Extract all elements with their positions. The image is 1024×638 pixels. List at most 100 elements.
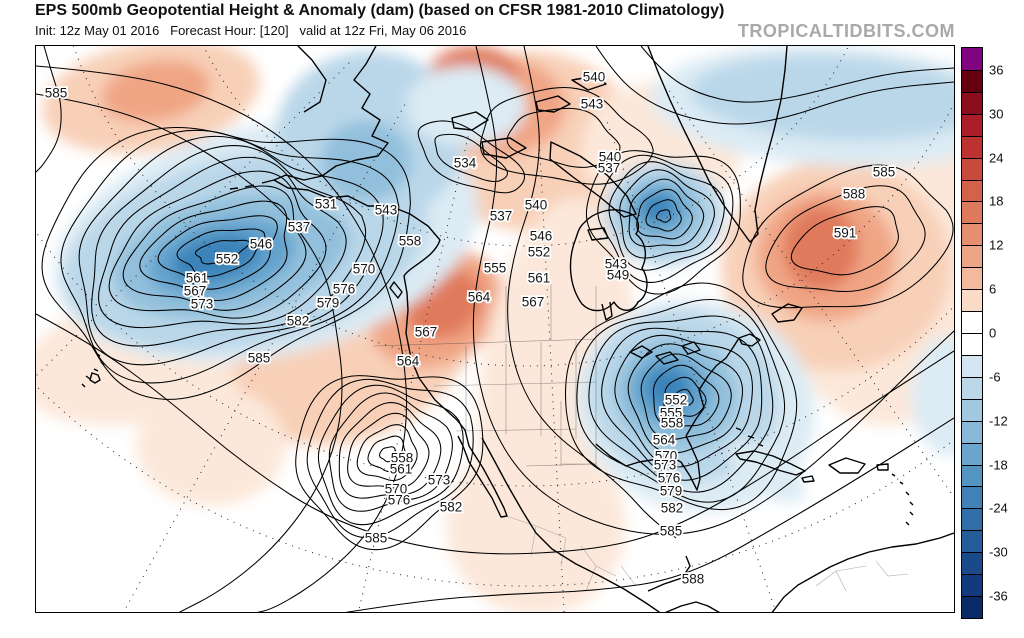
contour-label: 570 — [353, 262, 376, 277]
contour-label: 558 — [399, 234, 422, 249]
colorbar-cell — [962, 420, 982, 443]
contour-labels: 5855315375465525615675735705765795825855… — [43, 68, 897, 589]
init-forecast-line: Init: 12z May 01 2016 Forecast Hour: [12… — [35, 23, 467, 38]
colorbar-cell — [962, 289, 982, 312]
colorbar-tick-label: -36 — [989, 588, 1008, 604]
contour-label: 582 — [287, 314, 310, 329]
contour-label: 576 — [333, 282, 356, 297]
positive-anomaly-blob — [136, 386, 286, 506]
positive-anomaly-blob — [446, 436, 626, 612]
colorbar-tick-label: -24 — [989, 500, 1008, 516]
contour-label: 552 — [216, 252, 239, 267]
contour-label: 555 — [484, 261, 507, 276]
colorbar-tick-label: 6 — [989, 281, 997, 297]
height-contours — [36, 46, 954, 612]
colorbar-cell — [962, 332, 982, 355]
contour-label: 540 — [525, 198, 548, 213]
contour-label: 537 — [598, 161, 621, 176]
contour-label: 573 — [428, 473, 451, 488]
contour-label: 564 — [397, 354, 420, 369]
contour-label: 537 — [288, 220, 311, 235]
watermark: TROPICALTIDBITS.COM — [737, 21, 955, 41]
colorbar-cell — [962, 552, 982, 575]
contour-label: 546 — [530, 229, 553, 244]
contour-label: 540 — [583, 70, 606, 85]
contour-label: 561 — [390, 462, 413, 477]
contour-label: 564 — [468, 290, 491, 305]
positive-anomaly-blob — [783, 206, 859, 290]
colorbar-cell — [962, 530, 982, 553]
colorbar-tick-label: -12 — [989, 413, 1008, 429]
contour-label: 552 — [665, 393, 688, 408]
contour-label: 564 — [653, 433, 676, 448]
negative-anomaly-blob — [642, 194, 674, 222]
contour-label: 576 — [388, 493, 411, 508]
colorbar — [961, 47, 983, 619]
coastlines — [81, 46, 954, 612]
graticule — [36, 46, 954, 612]
contour-label: 561 — [528, 271, 551, 286]
colorbar-cell — [962, 245, 982, 268]
contour-label: 570 — [385, 482, 408, 497]
contour-label: 567 — [184, 284, 207, 299]
contour-label: 573 — [191, 297, 214, 312]
contour-label: 558 — [391, 451, 414, 466]
colorbar-cell — [962, 69, 982, 92]
colorbar-cell — [962, 311, 982, 333]
negative-anomaly-blob — [911, 336, 954, 456]
colorbar-cell — [962, 113, 982, 136]
contour-label: 546 — [250, 237, 273, 252]
colorbar-tick-label: 24 — [989, 150, 1004, 166]
colorbar-cell — [962, 223, 982, 246]
colorbar-tick-label: 0 — [989, 325, 997, 341]
negative-anomaly-blob — [691, 55, 954, 141]
colorbar-cell — [962, 48, 982, 70]
contour-label: 579 — [317, 296, 340, 311]
contour-label: 555 — [660, 406, 683, 421]
contour-label: 582 — [440, 500, 463, 515]
colorbar-tick-label: -18 — [989, 457, 1008, 473]
colorbar-tick-label: -30 — [989, 544, 1008, 560]
contour-label: 585 — [873, 165, 896, 180]
colorbar-cell — [962, 135, 982, 158]
contour-label: 567 — [522, 295, 545, 310]
colorbar-tick-label: 12 — [989, 237, 1004, 253]
colorbar-cell — [962, 442, 982, 465]
contour-label: 549 — [607, 268, 630, 283]
contour-label: 570 — [655, 449, 678, 464]
colorbar-tick-label: 18 — [989, 193, 1004, 209]
colorbar-cell — [962, 464, 982, 487]
contour-label: 576 — [658, 471, 681, 486]
contour-label: 543 — [605, 257, 628, 272]
positive-anomaly-blob — [101, 59, 211, 123]
contour-label: 588 — [682, 572, 705, 587]
contour-label: 534 — [454, 156, 477, 171]
colorbar-cell — [962, 398, 982, 421]
colorbar-tick-label: 36 — [989, 62, 1004, 78]
contour-label: 591 — [834, 226, 857, 241]
colorbar-cell — [962, 179, 982, 202]
negative-anomaly-blob — [406, 66, 526, 146]
contour-label: 585 — [365, 531, 388, 546]
colorbar-tick-label: 30 — [989, 106, 1004, 122]
colorbar-cell — [962, 201, 982, 224]
contour-label: 585 — [660, 524, 683, 539]
contour-label: 543 — [375, 203, 398, 218]
contour-label: 567 — [415, 325, 438, 340]
contour-label: 585 — [248, 351, 271, 366]
page-title: EPS 500mb Geopotential Height & Anomaly … — [35, 2, 725, 19]
contour-label: 543 — [581, 97, 604, 112]
contour-label: 573 — [654, 458, 677, 473]
contour-label: 552 — [528, 245, 551, 260]
contour-label: 588 — [843, 187, 866, 202]
contour-label: 579 — [660, 484, 683, 499]
contour-label: 531 — [315, 197, 338, 212]
contour-label: 540 — [599, 150, 622, 165]
colorbar-tick-label: -6 — [989, 369, 1001, 385]
contour-label: 582 — [661, 501, 684, 516]
colorbar-cell — [962, 508, 982, 531]
map-canvas: 585 531 537 546 552 561 567 573 570 576 579 582 585 5… — [35, 45, 955, 613]
colorbar-cell — [962, 376, 982, 399]
colorbar-cell — [962, 486, 982, 509]
colorbar-cell — [962, 354, 982, 377]
